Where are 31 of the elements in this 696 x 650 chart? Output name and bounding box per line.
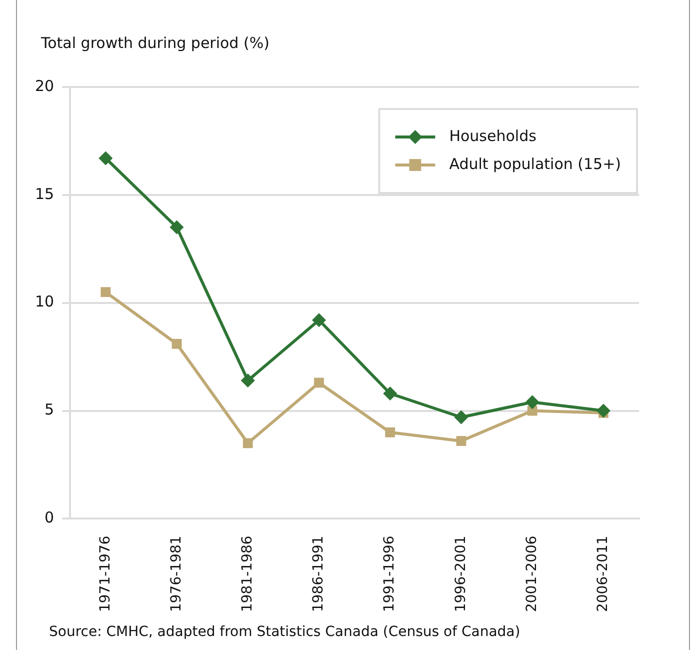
y-tick-label: 0 <box>44 508 54 527</box>
point <box>242 438 253 448</box>
x-tick-label: 1971-1976 <box>97 536 114 612</box>
point <box>312 313 326 328</box>
point <box>172 338 182 349</box>
y-axis-title: Total growth during period (%) <box>41 34 270 52</box>
point <box>100 287 111 298</box>
x-tick-label: 2001-2006 <box>524 536 540 612</box>
point <box>98 151 113 166</box>
point <box>240 374 255 388</box>
point <box>314 378 324 388</box>
x-tick-label: 1996-2001 <box>452 536 469 612</box>
x-tick-label: 2006-2011 <box>595 536 612 612</box>
legend-label: Households <box>449 126 537 145</box>
point <box>454 410 468 424</box>
point <box>456 436 466 446</box>
point <box>596 404 610 418</box>
legend-label: Adult population (15+) <box>449 154 622 173</box>
y-tick-label: 20 <box>34 76 54 95</box>
x-tick-label: 1976-1981 <box>168 536 184 612</box>
point <box>170 220 184 234</box>
point <box>525 395 540 410</box>
source-note: Source: CMHC, adapted from Statistics Canada (Census of Canada) <box>49 624 520 640</box>
x-tick-label: 1981-1986 <box>240 536 256 612</box>
x-tick-label: 1991-1996 <box>382 536 398 612</box>
y-tick-label: 15 <box>34 184 54 203</box>
point <box>385 427 396 438</box>
y-tick-label: 5 <box>44 400 54 419</box>
x-tick-label: 1986-1991 <box>310 536 327 612</box>
point <box>383 386 398 400</box>
y-tick-label: 10 <box>34 292 54 311</box>
